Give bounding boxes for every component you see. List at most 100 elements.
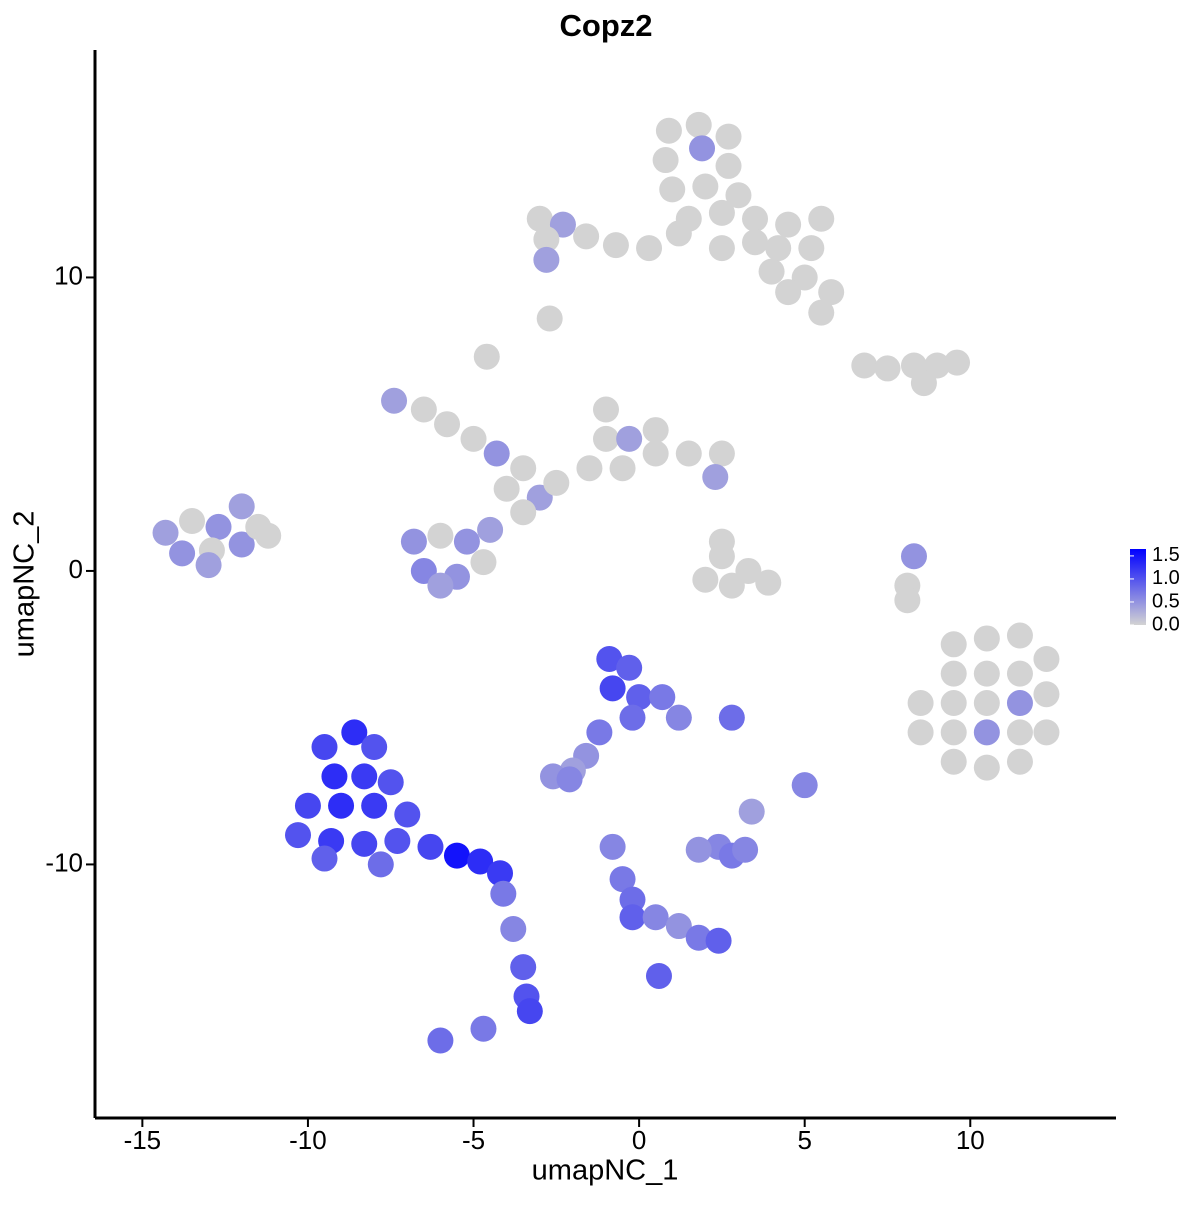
point: [427, 522, 454, 549]
y-axis-label: umapNC_2: [9, 511, 41, 658]
point: [708, 440, 735, 467]
point: [940, 660, 967, 687]
point: [642, 417, 669, 444]
point: [536, 305, 563, 332]
point: [526, 205, 553, 232]
point: [665, 913, 692, 940]
point: [742, 229, 769, 256]
x-axis-label: umapNC_1: [532, 1155, 679, 1187]
point: [685, 836, 712, 863]
point: [470, 549, 497, 576]
point: [453, 528, 480, 555]
point: [708, 528, 735, 555]
point: [285, 822, 312, 849]
point: [434, 411, 461, 438]
point: [467, 848, 494, 875]
x-tick-label: 10: [956, 1125, 985, 1155]
point: [718, 572, 745, 599]
point: [1006, 622, 1033, 649]
point: [798, 235, 825, 262]
point: [940, 690, 967, 717]
point: [255, 522, 282, 549]
point: [775, 279, 802, 306]
point: [328, 792, 355, 819]
point: [573, 223, 600, 250]
point: [487, 860, 514, 887]
point: [1006, 660, 1033, 687]
point: [490, 880, 517, 907]
point: [808, 299, 835, 326]
point: [616, 425, 643, 452]
point: [602, 232, 629, 259]
point: [228, 531, 255, 558]
point: [940, 631, 967, 658]
point: [427, 1027, 454, 1054]
point: [510, 954, 537, 981]
point: [910, 370, 937, 397]
point: [179, 508, 206, 535]
point: [377, 769, 404, 796]
colorbar-tick-label: 1.0: [1152, 567, 1180, 589]
point: [586, 719, 613, 746]
point: [609, 866, 636, 893]
point: [533, 246, 560, 273]
point: [576, 455, 603, 482]
point: [665, 704, 692, 731]
point: [626, 684, 653, 711]
point: [692, 173, 719, 200]
point: [616, 654, 643, 681]
point: [596, 645, 623, 672]
point: [732, 836, 759, 863]
point: [708, 199, 735, 226]
point: [619, 904, 646, 931]
point: [851, 352, 878, 379]
chart-title: Copz2: [560, 8, 653, 43]
point: [652, 147, 679, 174]
point: [516, 998, 543, 1025]
point: [417, 833, 444, 860]
point: [659, 176, 686, 203]
points: [152, 111, 1060, 1054]
colorbar: [1130, 549, 1146, 625]
point: [205, 513, 232, 540]
point: [311, 845, 338, 872]
x-tick-label: -5: [462, 1125, 485, 1155]
point: [718, 704, 745, 731]
point: [765, 235, 792, 262]
y-tick-label: -10: [45, 847, 83, 877]
point: [1006, 719, 1033, 746]
point: [685, 111, 712, 138]
point: [642, 904, 669, 931]
point: [758, 258, 785, 285]
point: [665, 220, 692, 247]
point: [410, 396, 437, 423]
point: [341, 719, 368, 746]
point: [394, 801, 421, 828]
point: [609, 455, 636, 482]
point: [599, 833, 626, 860]
point: [460, 425, 487, 452]
point: [818, 279, 845, 306]
point: [692, 566, 719, 593]
point: [477, 516, 504, 543]
point: [715, 123, 742, 150]
point: [1033, 719, 1060, 746]
colorbar-tick-label: 0.0: [1152, 613, 1180, 635]
point: [738, 798, 765, 825]
point: [152, 519, 179, 546]
x-tick-label: 5: [797, 1125, 811, 1155]
colorbar-tick-label: 0.5: [1152, 590, 1180, 612]
point: [311, 734, 338, 761]
point: [400, 528, 427, 555]
point: [940, 748, 967, 775]
point: [592, 396, 619, 423]
point: [649, 684, 676, 711]
point: [642, 440, 669, 467]
point: [791, 772, 818, 799]
point: [361, 792, 388, 819]
point: [294, 792, 321, 819]
point: [500, 915, 527, 942]
point: [321, 763, 348, 790]
point: [599, 675, 626, 702]
